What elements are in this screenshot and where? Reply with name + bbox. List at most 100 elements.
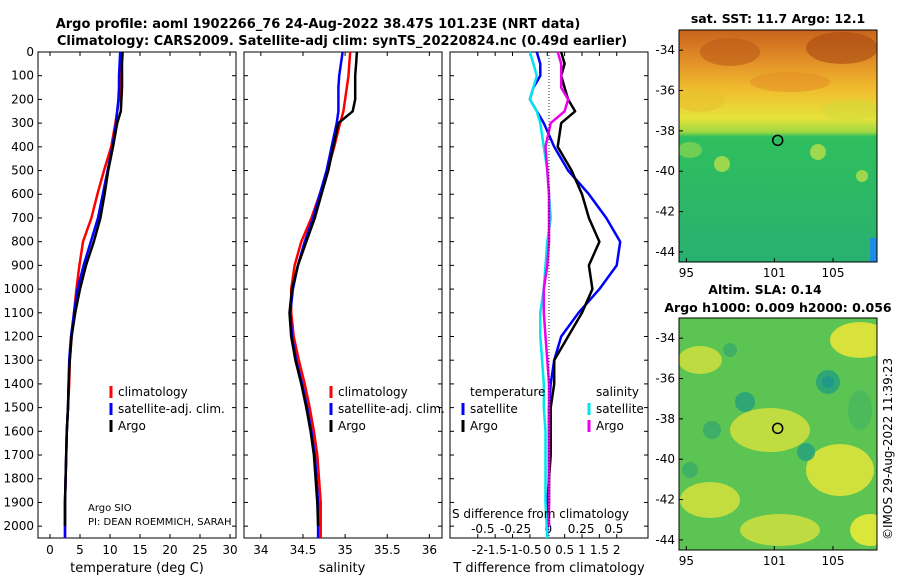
x-tick-label: 1.5	[590, 543, 609, 557]
institution-label: Argo SIO	[88, 503, 132, 514]
y-tick-label: 800	[11, 235, 34, 249]
x-tick-label: 34	[253, 543, 268, 557]
series-line-argo	[63, 51, 124, 527]
legend-s-satellite-label: satellite	[596, 402, 644, 416]
map-y-tick-label: -34	[655, 331, 675, 345]
series-line-satellite-adj-clim-	[63, 51, 122, 538]
salinity-xlabel: salinity	[319, 561, 366, 576]
x-tick-label: -2	[472, 543, 484, 557]
legend-satellite-label: satellite-adj. clim.	[338, 402, 445, 416]
series-line-argo	[288, 51, 359, 527]
x-tick-label: 35.5	[374, 543, 401, 557]
map-x-tick-label: 101	[763, 554, 786, 568]
sla-heatmap	[679, 318, 877, 550]
difference-overlay-title: S difference from climatology	[452, 507, 629, 521]
legend-climatology-label: climatology	[118, 385, 188, 399]
map-y-tick-label: -34	[655, 43, 675, 57]
sla-map-title-line2: Argo h1000: 0.009 h2000: 0.056	[664, 300, 892, 315]
x-tick-label: 1	[578, 543, 586, 557]
title-line2: Climatology: CARS2009. Satellite-adj cli…	[57, 34, 627, 49]
x-tick-label: 2	[613, 543, 621, 557]
y-tick-label: 1700	[3, 448, 34, 462]
y-tick-label: 700	[11, 211, 34, 225]
y-tick-label: 2000	[3, 519, 34, 533]
x-tick-label: 0	[46, 543, 54, 557]
legend-t-satellite-label: satellite	[470, 402, 518, 416]
legend-t-argo-label: Argo	[470, 419, 498, 433]
y-tick-label: 1400	[3, 377, 34, 391]
map-y-tick-label: -36	[655, 372, 675, 386]
difference-xlabel: T difference from climatology	[452, 561, 645, 576]
y-tick-label: 1200	[3, 329, 34, 343]
salinity-axes	[243, 51, 443, 539]
series-line-satellite-adj-clim-	[289, 51, 344, 538]
y-tick-label: 1600	[3, 424, 34, 438]
argo-location-marker	[771, 134, 784, 147]
difference-legend: temperature satellite Argo salinity sate…	[461, 385, 644, 433]
sst-map-title: sat. SST: 11.7 Argo: 12.1	[691, 11, 865, 26]
map-x-tick-label: 105	[822, 266, 845, 280]
x-tick-label: -1.5	[483, 543, 506, 557]
y-tick-label: 1800	[3, 472, 34, 486]
salinity-legend: climatology satellite-adj. clim. Argo	[329, 385, 445, 433]
y-tick-label: 1000	[3, 282, 34, 296]
argo-location-marker	[771, 422, 784, 435]
x-tick-label: 10	[102, 543, 117, 557]
sst-heatmap	[679, 30, 877, 262]
legend-s-argo-label: Argo	[596, 419, 624, 433]
series-line-climatology	[63, 51, 124, 538]
map-x-tick-label: 105	[822, 554, 845, 568]
y-tick-label: 1300	[3, 353, 34, 367]
pi-label: PI: DEAN ROEMMICH, SARAH	[88, 517, 232, 528]
x-tick-label: 25	[192, 543, 207, 557]
temperature-legend: climatology satellite-adj. clim. Argo	[109, 385, 225, 433]
x-tick-label: 30	[222, 543, 237, 557]
x-tick-label: -1	[507, 543, 519, 557]
x-tick-label: 5	[76, 543, 84, 557]
x-tick-label: 20	[162, 543, 177, 557]
y-tick-label: 0	[26, 45, 34, 59]
sst-map-frame	[678, 29, 878, 263]
top-tick-label: -0.25	[500, 522, 531, 536]
top-tick-label: -0.5	[471, 522, 494, 536]
temperature-axes	[37, 51, 237, 539]
sla-map-frame	[678, 317, 878, 551]
x-tick-label: 15	[132, 543, 147, 557]
series-line-salinity-satellite	[528, 51, 552, 539]
legend-argo-label: Argo	[118, 419, 146, 433]
title-line1: Argo profile: aoml 1902266_76 24-Aug-202…	[56, 17, 581, 32]
map-y-tick-label: -42	[655, 493, 675, 507]
map-x-tick-label: 95	[679, 554, 694, 568]
map-x-tick-label: 101	[763, 266, 786, 280]
y-tick-label: 500	[11, 164, 34, 178]
top-tick-label: 0.5	[604, 522, 623, 536]
legend-climatology-label: climatology	[338, 385, 408, 399]
sla-map-title-line1: Altim. SLA: 0.14	[708, 282, 822, 297]
temperature-xlabel: temperature (deg C)	[70, 561, 204, 576]
y-tick-label: 1500	[3, 401, 34, 415]
x-tick-label: 34.5	[290, 543, 317, 557]
map-y-tick-label: -42	[655, 205, 675, 219]
y-tick-label: 100	[11, 69, 34, 83]
y-tick-label: 900	[11, 258, 34, 272]
y-tick-label: 1900	[3, 495, 34, 509]
series-line-climatology	[289, 51, 352, 538]
x-tick-label: 0.5	[555, 543, 574, 557]
map-y-tick-label: -44	[655, 245, 675, 259]
legend-satellite-label: satellite-adj. clim.	[118, 402, 225, 416]
x-tick-label: 35	[337, 543, 352, 557]
y-tick-label: 400	[11, 140, 34, 154]
map-y-tick-label: -40	[655, 164, 675, 178]
map-x-tick-label: 95	[679, 266, 694, 280]
legend-argo-label: Argo	[338, 419, 366, 433]
y-tick-label: 200	[11, 92, 34, 106]
top-tick-label: 0.25	[568, 522, 595, 536]
map-y-tick-label: -38	[655, 412, 675, 426]
map-y-tick-label: -36	[655, 84, 675, 98]
map-y-tick-label: -44	[655, 533, 675, 547]
map-y-tick-label: -38	[655, 124, 675, 138]
map-y-tick-label: -40	[655, 452, 675, 466]
y-tick-label: 600	[11, 187, 34, 201]
x-tick-label: 0	[543, 543, 551, 557]
